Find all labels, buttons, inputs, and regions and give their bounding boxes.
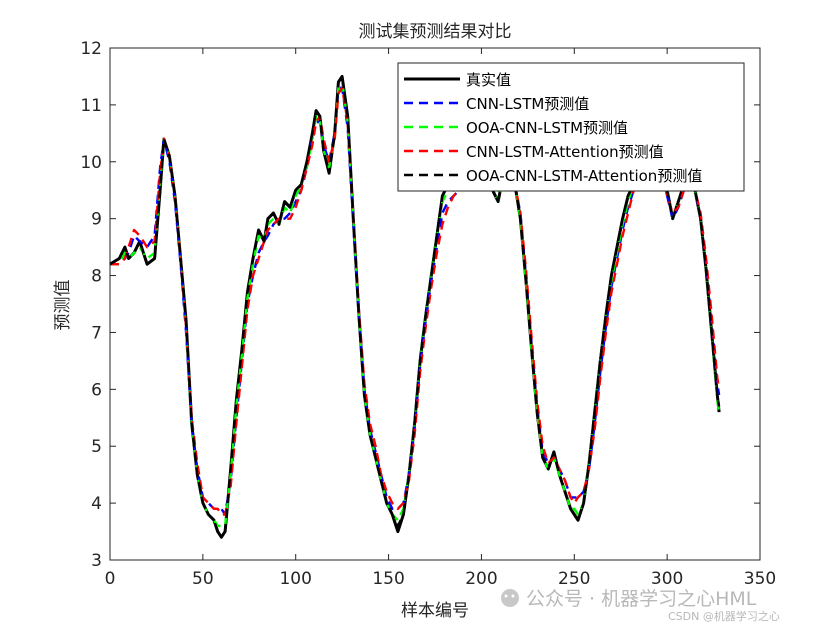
watermark: 公众号 · 机器学习之心HML CSDN @机器学习之心 xyxy=(501,588,780,623)
y-tick-label: 8 xyxy=(91,267,102,287)
y-tick-label: 11 xyxy=(80,96,102,116)
legend-label-2: OOA-CNN-LSTM预测值 xyxy=(466,119,628,137)
x-axis-label: 样本编号 xyxy=(401,601,469,621)
y-tick-label: 4 xyxy=(91,494,102,514)
y-axis-label: 预测值 xyxy=(53,280,73,331)
x-tick-label: 300 xyxy=(651,569,683,589)
y-tick-label: 10 xyxy=(80,153,102,173)
x-tick-label: 0 xyxy=(105,569,116,589)
x-tick-label: 50 xyxy=(192,569,214,589)
x-tick-label: 200 xyxy=(465,569,497,589)
x-tick-label: 150 xyxy=(372,569,404,589)
axes-frame xyxy=(109,47,761,561)
x-tick-label: 100 xyxy=(279,569,311,589)
y-tick-label: 7 xyxy=(91,323,102,343)
legend-label-1: CNN-LSTM预测值 xyxy=(466,95,589,113)
series-line-4 xyxy=(109,75,721,533)
y-tick-label: 6 xyxy=(91,380,102,400)
watermark-source: CSDN @机器学习之心 xyxy=(668,609,780,623)
axis-ticks: 0 50 100 150 200 250 300 350 3 4 5 6 7 8 9 10 11 12 xyxy=(80,39,776,589)
series-line-3 xyxy=(110,86,721,516)
legend: 真实值 CNN-LSTM预测值 OOA-CNN-LSTM预测值 CNN-LSTM-At… xyxy=(397,62,745,192)
legend-label-4: OOA-CNN-LSTM-Attention预测值 xyxy=(466,167,702,185)
legend-label-3: CNN-LSTM-Attention预测值 xyxy=(466,143,664,161)
x-tick-label: 350 xyxy=(744,569,776,589)
y-tick-label: 9 xyxy=(91,210,102,230)
wechat-icon-eye-left xyxy=(504,594,508,598)
series-lines xyxy=(109,74,721,539)
wechat-icon-eye-right xyxy=(511,594,515,598)
y-tick-label: 5 xyxy=(91,437,102,457)
legend-label-0: 真实值 xyxy=(466,71,511,89)
chart-title: 测试集预测结果对比 xyxy=(359,22,512,42)
watermark-brand: 公众号 · 机器学习之心HML xyxy=(526,588,757,610)
x-tick-label: 250 xyxy=(558,569,590,589)
y-tick-label: 3 xyxy=(91,551,102,571)
wechat-icon xyxy=(501,589,519,607)
y-tick-label: 12 xyxy=(80,39,102,59)
